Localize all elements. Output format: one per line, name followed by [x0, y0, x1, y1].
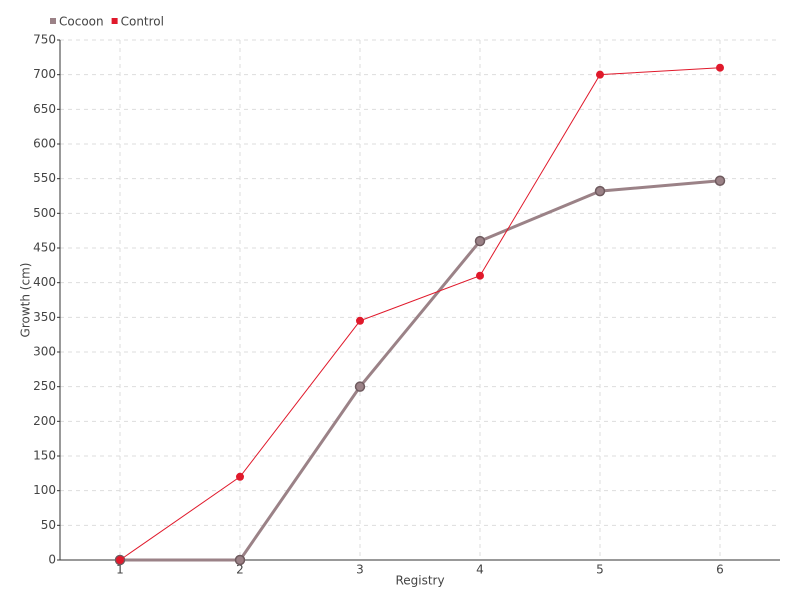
- y-tick-label: 450: [33, 241, 56, 255]
- x-tick-label: 2: [236, 563, 244, 577]
- y-tick-label: 150: [33, 449, 56, 463]
- y-tick-label: 750: [33, 33, 56, 47]
- y-tick-label: 300: [33, 345, 56, 359]
- x-tick-label: 1: [116, 563, 124, 577]
- point: [116, 556, 124, 564]
- legend-label: Control: [121, 15, 164, 29]
- point: [354, 381, 366, 392]
- point: [234, 554, 246, 566]
- point: [476, 271, 484, 280]
- point: [594, 185, 606, 197]
- y-tick-label: 100: [33, 483, 56, 497]
- y-tick-label: 350: [33, 310, 56, 324]
- point: [714, 175, 726, 186]
- x-axis-label: Registry: [395, 574, 444, 588]
- x-tick-label: 3: [356, 563, 364, 577]
- y-tick-label: 600: [33, 137, 56, 151]
- series-line: [120, 179, 721, 562]
- y-tick-label: 200: [33, 414, 56, 428]
- y-tick-label: 250: [33, 379, 56, 393]
- legend-swatch: [111, 18, 118, 24]
- y-axis-label: Growth (cm): [19, 263, 33, 338]
- point: [716, 63, 724, 72]
- x-tick-label: 6: [716, 563, 724, 577]
- point: [356, 316, 364, 325]
- legend-swatch: [50, 18, 56, 24]
- legend-label: Cocoon: [59, 15, 104, 29]
- y-tick-label: 0: [48, 553, 56, 567]
- x-tick-label: 4: [476, 563, 484, 577]
- x-tick-label: 5: [596, 563, 604, 577]
- y-tick-label: 550: [33, 171, 56, 185]
- y-tick-label: 400: [33, 275, 56, 289]
- y-tick-label: 650: [33, 102, 56, 116]
- series-line: [119, 67, 721, 561]
- point: [474, 235, 486, 247]
- y-tick-label: 500: [33, 206, 56, 220]
- y-tick-label: 700: [33, 67, 56, 81]
- y-tick-label: 50: [41, 518, 56, 532]
- point: [596, 70, 604, 79]
- point: [236, 472, 244, 481]
